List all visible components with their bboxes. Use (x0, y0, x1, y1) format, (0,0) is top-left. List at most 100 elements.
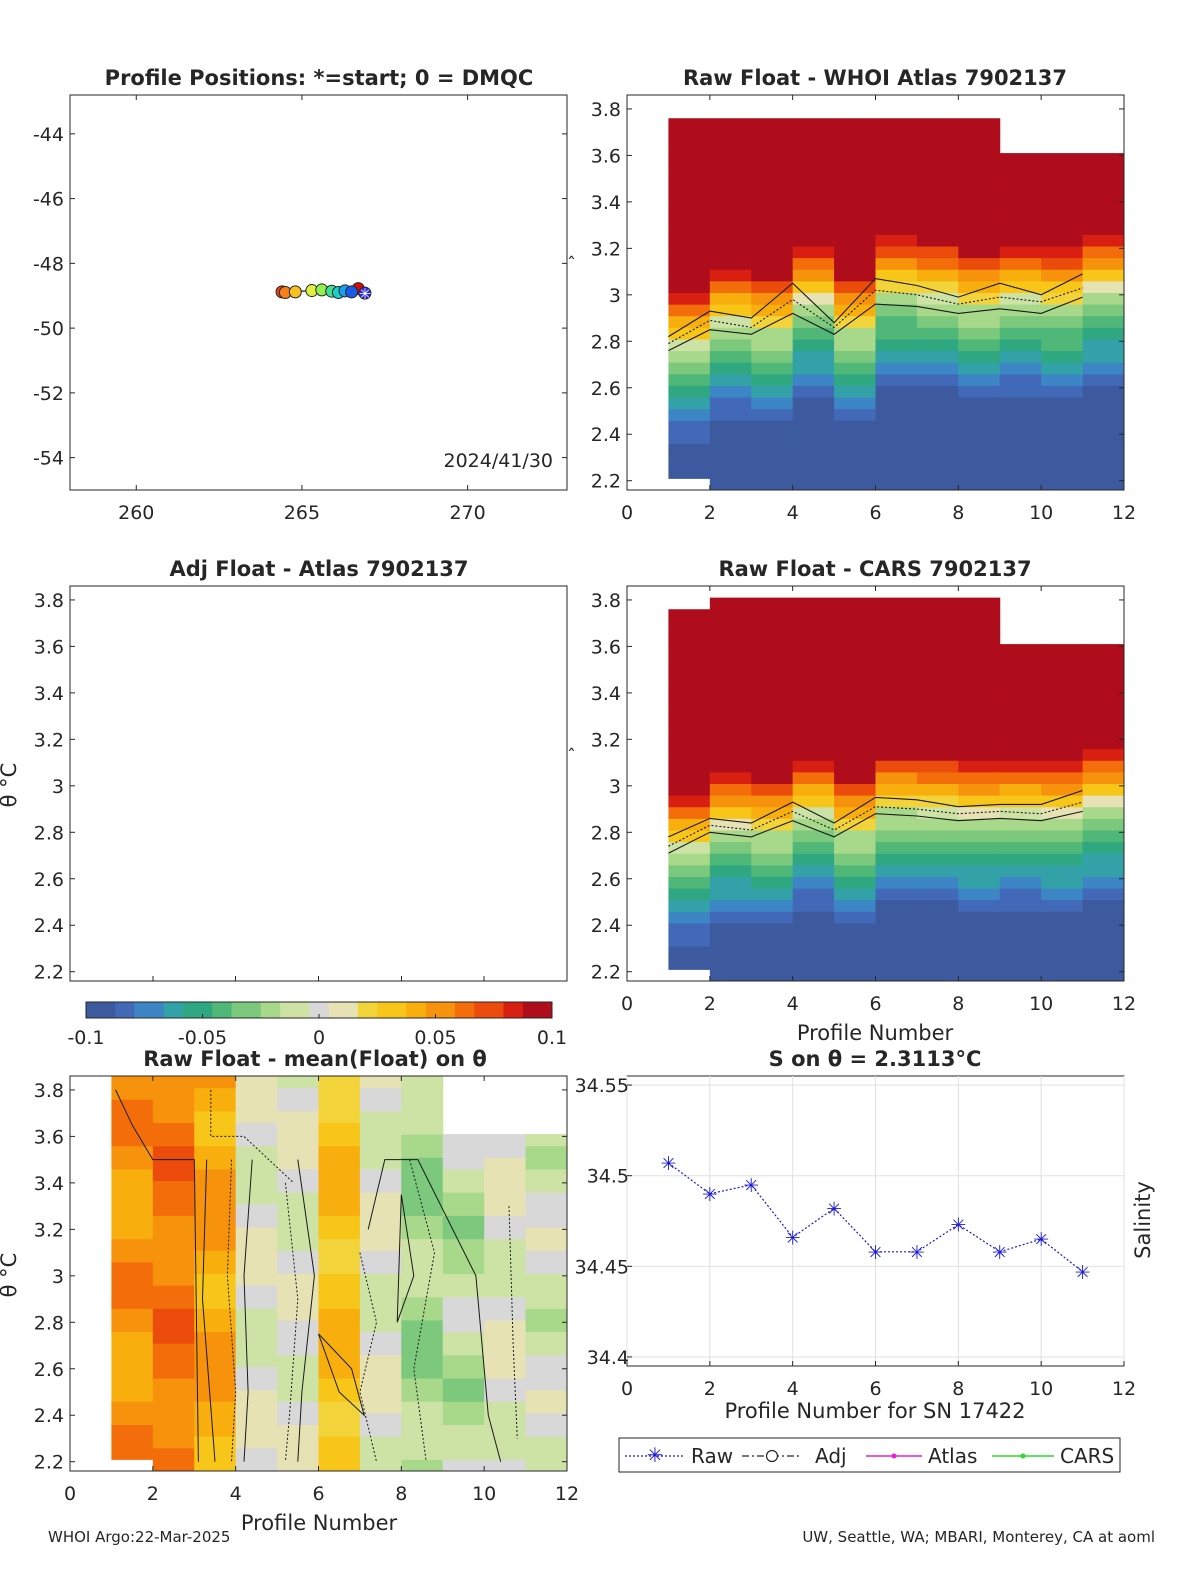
mean-cell (277, 1076, 319, 1089)
mean-cell (359, 1134, 402, 1147)
mean-cell (277, 1296, 319, 1309)
atlas-cell (916, 408, 959, 421)
cars-cell (916, 690, 959, 703)
atlas-cell (834, 385, 876, 398)
mean-ytick-label: 2.8 (34, 1312, 64, 1334)
mean-contour-line (284, 1182, 299, 1462)
atlas-cell (1082, 199, 1125, 212)
atlas-ticks: 0 2 4 6 8 10 12 2.2 2.4 2.6 2.8 3 3.2 3.4 3.6 3.8 (591, 95, 1136, 524)
cars-cell (875, 969, 918, 982)
mean-cell (235, 1424, 278, 1437)
cars-cell (1082, 864, 1125, 877)
atlas-cell (668, 176, 711, 189)
cars-cell (709, 841, 752, 854)
mean-cell (277, 1436, 319, 1449)
atlas-cell (999, 443, 1042, 456)
atlas-cell (1082, 397, 1125, 410)
mean-cell (152, 1099, 195, 1112)
atlas-cell (792, 304, 835, 317)
cars-cell (1041, 911, 1084, 924)
mean-cell (194, 1203, 237, 1216)
cars-cell (668, 678, 711, 692)
atlas-cell (999, 478, 1042, 491)
mean-cell (484, 1459, 527, 1472)
atlas-cell (834, 257, 876, 270)
cars-cell (834, 771, 876, 784)
cars-cell (916, 737, 959, 750)
cars-cell (999, 946, 1042, 959)
adj-ytick-label: 3.8 (34, 590, 64, 612)
cars-cell (709, 737, 752, 750)
atlas-cell (958, 211, 1001, 224)
cars-cell (1082, 795, 1125, 808)
mean-cell (194, 1401, 237, 1414)
atlas-cell (916, 350, 959, 363)
atlas-cell (834, 292, 876, 305)
mean-cell (525, 1354, 568, 1367)
cars-cell (709, 644, 752, 657)
mean-cell (152, 1331, 195, 1344)
salinity-xtick-label: 10 (1029, 1378, 1053, 1400)
atlas-ytick-label: 2.6 (591, 378, 621, 400)
colorbar-tick-label: -0.1 (67, 1027, 104, 1049)
cars-cell (875, 644, 918, 657)
mean-cell (235, 1250, 278, 1263)
atlas-cell (709, 466, 752, 479)
cars-cell (709, 795, 752, 808)
colorbar-cell (396, 1002, 407, 1018)
colorbar-cell (445, 1002, 456, 1018)
cars-cell (999, 934, 1042, 947)
cars-cell (792, 864, 835, 877)
cars-cell (958, 911, 1001, 924)
colorbar: -0.1 -0.05 0 0.05 0.1 (67, 1001, 567, 1049)
cars-cell (958, 748, 1001, 761)
atlas-cell (792, 211, 835, 224)
atlas-cell (792, 362, 835, 375)
cars-cell (709, 818, 752, 831)
cars-cell (1082, 888, 1125, 901)
cars-ytick-label: 2.8 (591, 822, 621, 844)
mean-cell (277, 1238, 319, 1251)
atlas-cell (792, 269, 835, 282)
mean-cell (194, 1436, 237, 1449)
cars-cell (958, 795, 1001, 808)
cars-cell (751, 783, 794, 796)
mean-cell (194, 1354, 237, 1367)
cars-cell (875, 911, 918, 924)
mean-cell (235, 1354, 278, 1367)
mean-cell (401, 1180, 444, 1193)
mean-cell (401, 1192, 444, 1205)
atlas-cell (709, 373, 752, 386)
mean-cell (111, 1157, 154, 1170)
cars-cell (1041, 876, 1084, 889)
mean-cell (194, 1157, 237, 1170)
mean-xtick-label: 0 (64, 1483, 76, 1505)
atlas-cell (709, 176, 752, 189)
mean-cell (277, 1203, 319, 1216)
colorbar-cell (153, 1002, 165, 1018)
mean-cell (277, 1354, 319, 1367)
cars-ytick-label: 3.8 (591, 590, 621, 612)
cars-cell (958, 667, 1001, 680)
atlas-cell (958, 443, 1001, 456)
atlas-cell (1041, 211, 1084, 224)
atlas-ytick-label: 2.8 (591, 331, 621, 353)
mean-cell (318, 1401, 361, 1414)
mean-cell (525, 1145, 568, 1158)
cars-ytick-label: 3.2 (591, 729, 621, 751)
atlas-cell (958, 350, 1001, 363)
mean-cell (194, 1412, 237, 1426)
cars-cell (792, 841, 835, 854)
mean-cell (359, 1354, 402, 1367)
mean-cell (152, 1134, 195, 1147)
cars-cell (999, 713, 1042, 726)
cars-ytick-label: 2.2 (591, 962, 621, 984)
mean-cell (484, 1145, 527, 1158)
mean-cell (525, 1157, 568, 1170)
atlas-cell (792, 420, 835, 433)
atlas-cell (1082, 455, 1125, 468)
mean-cell (484, 1285, 527, 1298)
cars-cell (792, 876, 835, 889)
cars-cell (668, 888, 711, 901)
atlas-cell (875, 455, 918, 468)
